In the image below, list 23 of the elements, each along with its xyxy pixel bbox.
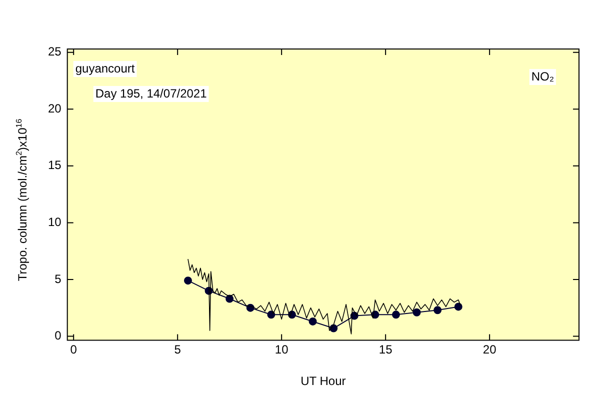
y-tick-label: 25 — [48, 44, 62, 59]
point — [454, 302, 462, 311]
x-tick-label: 15 — [378, 342, 393, 357]
point — [184, 276, 192, 285]
annotation: guyancourt — [75, 61, 136, 76]
y-tick-label: 15 — [48, 158, 62, 172]
point — [226, 294, 234, 303]
point — [267, 310, 276, 319]
point — [434, 306, 442, 314]
point — [392, 310, 400, 319]
annotation: NO₂ — [531, 69, 554, 84]
x-tick-label: 10 — [274, 342, 289, 357]
annotation: Day 195, 14/07/2021 — [95, 86, 208, 100]
x-tick-label: 5 — [174, 342, 182, 357]
y-tick-label: 5 — [54, 272, 62, 286]
point — [308, 317, 317, 326]
y-tick-label: 0 — [54, 328, 62, 343]
x-axis-title: UT Hour — [300, 374, 346, 388]
y-tick-label: 10 — [48, 215, 62, 230]
y-tick-label: 20 — [48, 101, 62, 116]
x-tick-label: 0 — [70, 342, 78, 357]
point — [412, 308, 421, 316]
x-tick-label: 20 — [482, 342, 497, 357]
